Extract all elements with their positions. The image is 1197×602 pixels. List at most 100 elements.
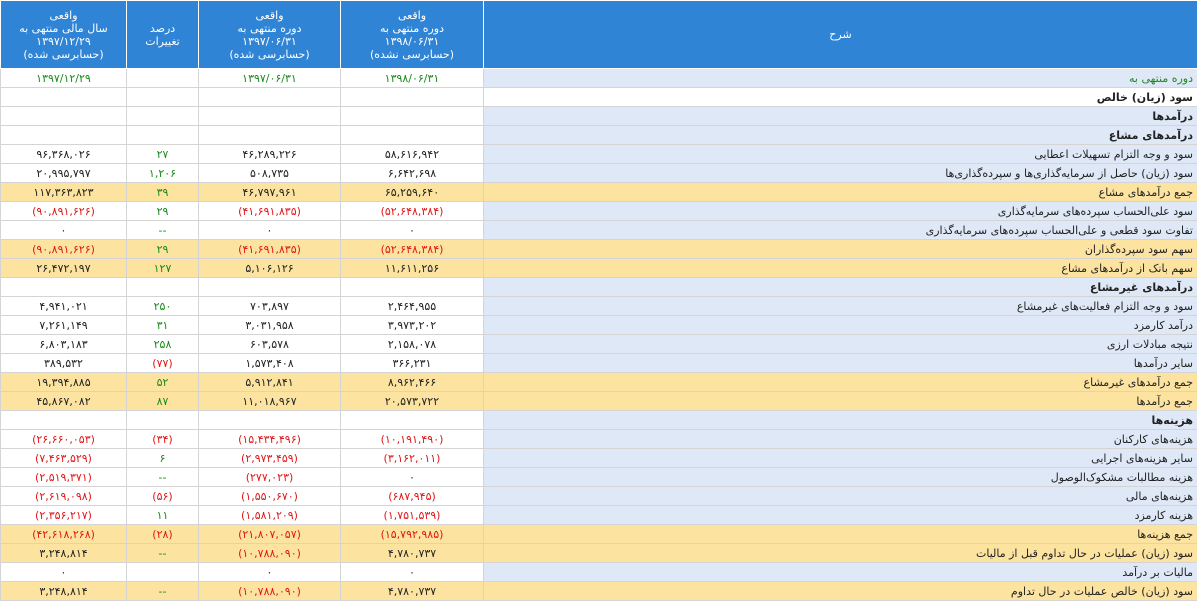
cell-change: ۲۹: [126, 201, 199, 221]
row-label: هزینه‌های مالی: [483, 486, 1197, 506]
header-change-percent[interactable]: درصد تغییرات: [126, 0, 199, 69]
cell-current: (۱,۷۵۱,۵۳۹): [340, 505, 484, 525]
cell-change: ۳۹: [126, 182, 199, 202]
row-label: سود (زیان) عملیات در حال تداوم قبل از ما…: [483, 543, 1197, 563]
header-current-period[interactable]: واقعی دوره منتهی به ۱۳۹۸/۰۶/۳۱ (حسابرسی نشد…: [340, 0, 484, 69]
table-row: ۲۶,۴۷۲,۱۹۷ ۱۲۷ ۵,۱۰۶,۱۲۶ ۱۱,۶۱۱,۲۵۶ سهم بانک…: [0, 258, 1197, 278]
row-label: هزینه کارمزد: [483, 505, 1197, 525]
row-label: سود و وجه التزام فعالیت‌های غیرمشاع: [483, 296, 1197, 316]
cell-previous: ۰: [198, 220, 341, 240]
cell-change: [126, 125, 199, 145]
table-row: درآمدهای مشاع: [0, 125, 1197, 145]
cell-current: ۳,۹۷۳,۲۰۲: [340, 315, 484, 335]
cell-current: ۰: [340, 220, 484, 240]
header-fiscal-year[interactable]: واقعی سال مالی منتهی به ۱۳۹۷/۱۲/۲۹ (حسابرسی…: [0, 0, 127, 69]
table-row: ۱۳۹۷/۱۲/۲۹ ۱۳۹۷/۰۶/۳۱ ۱۳۹۸/۰۶/۳۱ دوره منتهی…: [0, 68, 1197, 88]
cell-previous: ۴۶,۷۹۷,۹۶۱: [198, 182, 341, 202]
cell-change: (۵۶): [126, 486, 199, 506]
table-row: ۳۸۹,۵۳۲ (۷۷) ۱,۵۷۳,۴۰۸ ۳۶۶,۲۳۱ سایر درآمدها: [0, 353, 1197, 373]
cell-fiscal-year: [0, 125, 127, 145]
row-label: درآمدها: [483, 106, 1197, 126]
cell-change: [126, 87, 199, 107]
table-row: ۴,۹۴۱,۰۲۱ ۲۵۰ ۷۰۳,۸۹۷ ۲,۴۶۴,۹۵۵ سود و وجه ال…: [0, 296, 1197, 316]
row-label: جمع درآمدها: [483, 391, 1197, 411]
cell-change: (۳۴): [126, 429, 199, 449]
cell-previous: [198, 87, 341, 107]
cell-previous: (۴۱,۶۹۱,۸۳۵): [198, 239, 341, 259]
cell-current: ۲,۴۶۴,۹۵۵: [340, 296, 484, 316]
row-label: سهم بانک از درآمدهای مشاع: [483, 258, 1197, 278]
cell-change: ۲۵۸: [126, 334, 199, 354]
cell-previous: [198, 106, 341, 126]
table-row: (۴۲,۶۱۸,۲۶۸) (۲۸) (۲۱,۸۰۷,۰۵۷) (۱۵,۷۹۲,۹۸۵)…: [0, 524, 1197, 544]
cell-previous: (۱۰,۷۸۸,۰۹۰): [198, 543, 341, 563]
row-label: درآمدهای مشاع: [483, 125, 1197, 145]
cell-fiscal-year: [0, 87, 127, 107]
table-row: هزینه‌ها: [0, 410, 1197, 430]
row-label: هزینه‌های کارکنان: [483, 429, 1197, 449]
row-label: جمع درآمدهای غیرمشاع: [483, 372, 1197, 392]
table-row: ۳,۲۴۸,۸۱۴ -- (۱۰,۷۸۸,۰۹۰) ۴,۷۸۰,۷۳۷ سود (زیا…: [0, 581, 1197, 601]
cell-previous: ۶۰۳,۵۷۸: [198, 334, 341, 354]
header-description[interactable]: شرح: [483, 0, 1197, 69]
cell-current: [340, 87, 484, 107]
cell-current: ۰: [340, 562, 484, 582]
cell-fiscal-year: ۶,۸۰۳,۱۸۳: [0, 334, 127, 354]
row-label: تفاوت سود قطعی و علی‌الحساب سپرده‌های سر…: [483, 220, 1197, 240]
row-label: سهم سود سپرده‌گذاران: [483, 239, 1197, 259]
table-row: ۶,۸۰۳,۱۸۳ ۲۵۸ ۶۰۳,۵۷۸ ۲,۱۵۸,۰۷۸ نتیجه مبادلا…: [0, 334, 1197, 354]
header-previous-period[interactable]: واقعی دوره منتهی به ۱۳۹۷/۰۶/۳۱ (حسابرسی شده…: [198, 0, 341, 69]
table-row: (۹۰,۸۹۱,۶۲۶) ۲۹ (۴۱,۶۹۱,۸۳۵) (۵۲,۶۴۸,۳۸۴) سه…: [0, 239, 1197, 259]
cell-current: (۱۰,۱۹۱,۴۹۰): [340, 429, 484, 449]
table-row: ۱۹,۳۹۴,۸۸۵ ۵۲ ۵,۹۱۲,۸۴۱ ۸,۹۶۲,۴۶۶ جمع درآمده…: [0, 372, 1197, 392]
cell-current: ۱۳۹۸/۰۶/۳۱: [340, 68, 484, 88]
cell-fiscal-year: ۷,۲۶۱,۱۴۹: [0, 315, 127, 335]
cell-change: (۷۷): [126, 353, 199, 373]
cell-previous: (۴۱,۶۹۱,۸۳۵): [198, 201, 341, 221]
cell-current: ۱۱,۶۱۱,۲۵۶: [340, 258, 484, 278]
cell-fiscal-year: ۰: [0, 220, 127, 240]
cell-current: ۰: [340, 467, 484, 487]
row-label: سایر درآمدها: [483, 353, 1197, 373]
table-row: (۷,۴۶۳,۵۲۹) ۶ (۲,۹۷۳,۴۵۹) (۳,۱۶۲,۰۱۱) سایر ه…: [0, 448, 1197, 468]
cell-fiscal-year: (۲,۳۵۶,۲۱۷): [0, 505, 127, 525]
cell-previous: [198, 125, 341, 145]
cell-change: ۵۲: [126, 372, 199, 392]
table-row: درآمدها: [0, 106, 1197, 126]
cell-change: ۶: [126, 448, 199, 468]
cell-fiscal-year: (۷,۴۶۳,۵۲۹): [0, 448, 127, 468]
cell-previous: (۲۷۷,۰۲۳): [198, 467, 341, 487]
cell-current: [340, 106, 484, 126]
cell-previous: (۱,۵۸۱,۲۰۹): [198, 505, 341, 525]
cell-fiscal-year: ۳,۲۴۸,۸۱۴: [0, 581, 127, 601]
table-row: ۲۰,۹۹۵,۷۹۷ ۱,۲۰۶ ۵۰۸,۷۳۵ ۶,۶۴۲,۶۹۸ سود (زیان…: [0, 163, 1197, 183]
cell-previous: ۴۶,۲۸۹,۲۲۶: [198, 144, 341, 164]
cell-change: ۱۲۷: [126, 258, 199, 278]
cell-change: ۲۹: [126, 239, 199, 259]
cell-current: [340, 277, 484, 297]
cell-current: ۸,۹۶۲,۴۶۶: [340, 372, 484, 392]
cell-current: ۴,۷۸۰,۷۳۷: [340, 543, 484, 563]
cell-current: ۴,۷۸۰,۷۳۷: [340, 581, 484, 601]
row-label: دوره منتهی به: [483, 68, 1197, 88]
row-label: مالیات بر درآمد: [483, 562, 1197, 582]
cell-current: ۵۸,۶۱۶,۹۴۲: [340, 144, 484, 164]
cell-fiscal-year: ۴,۹۴۱,۰۲۱: [0, 296, 127, 316]
cell-current: (۳,۱۶۲,۰۱۱): [340, 448, 484, 468]
cell-fiscal-year: ۲۰,۹۹۵,۷۹۷: [0, 163, 127, 183]
cell-change: [126, 562, 199, 582]
cell-previous: ۵,۱۰۶,۱۲۶: [198, 258, 341, 278]
cell-current: ۶,۶۴۲,۶۹۸: [340, 163, 484, 183]
cell-change: --: [126, 467, 199, 487]
cell-fiscal-year: ۰: [0, 562, 127, 582]
table-body: ۱۳۹۷/۱۲/۲۹ ۱۳۹۷/۰۶/۳۱ ۱۳۹۸/۰۶/۳۱ دوره منتهی…: [0, 68, 1197, 601]
cell-change: ۲۷: [126, 144, 199, 164]
row-label: سود (زیان) خالص: [483, 87, 1197, 107]
cell-change: (۲۸): [126, 524, 199, 544]
cell-fiscal-year: ۳۸۹,۵۳۲: [0, 353, 127, 373]
cell-fiscal-year: (۲,۶۱۹,۰۹۸): [0, 486, 127, 506]
cell-fiscal-year: ۴۵,۸۶۷,۰۸۲: [0, 391, 127, 411]
table-row: ۳,۲۴۸,۸۱۴ -- (۱۰,۷۸۸,۰۹۰) ۴,۷۸۰,۷۳۷ سود (زیا…: [0, 543, 1197, 563]
cell-previous: (۱۵,۴۳۴,۴۹۶): [198, 429, 341, 449]
